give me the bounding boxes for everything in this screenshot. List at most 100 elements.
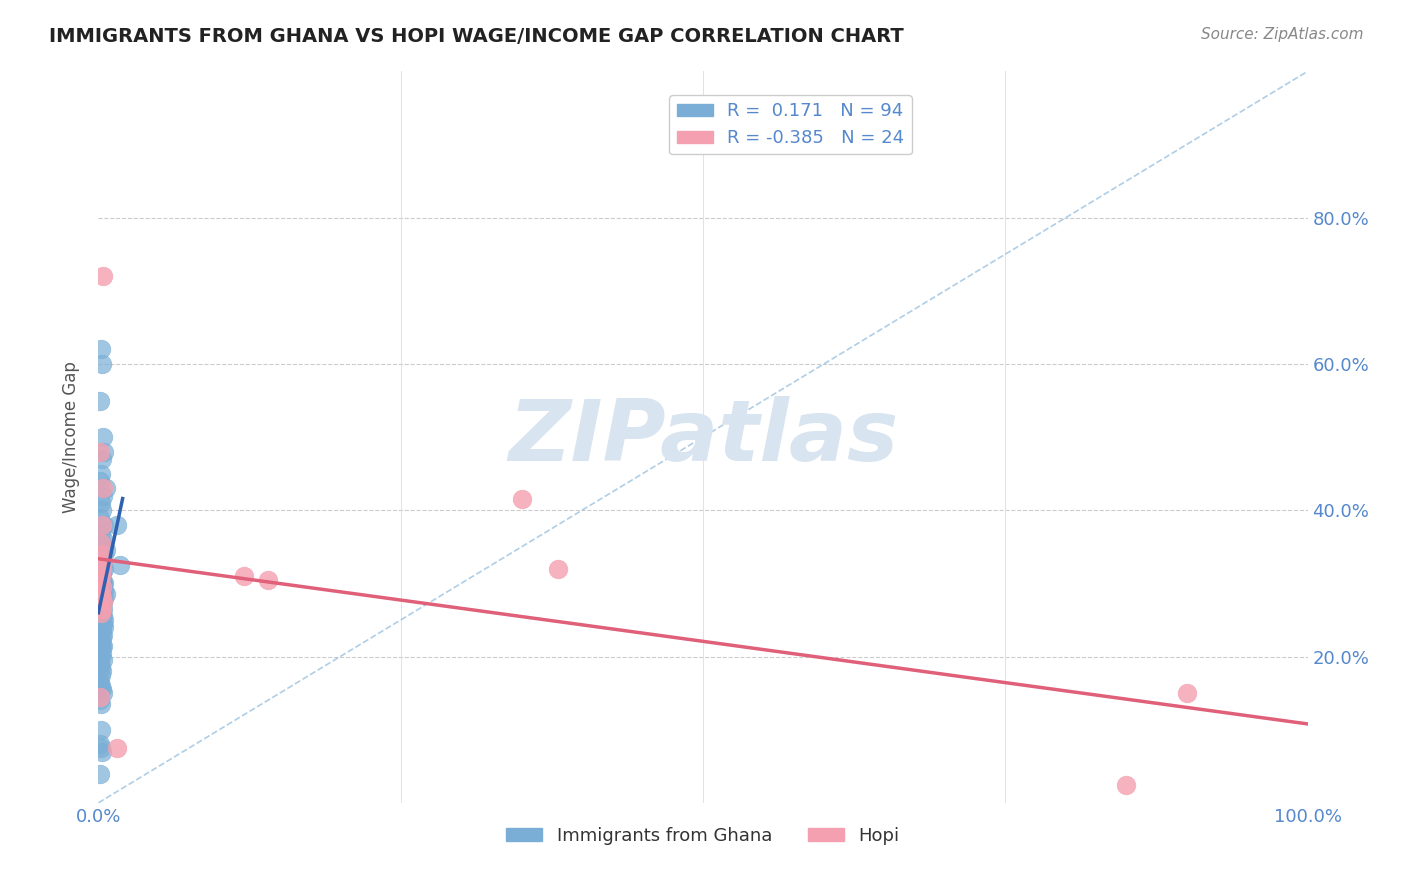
Point [89, 591, 111, 605]
Point [91, 554, 114, 568]
Point [91, 554, 114, 568]
Point [89, 737, 111, 751]
Point [91, 562, 114, 576]
Point [90, 569, 112, 583]
Point [89, 635, 111, 649]
Point [89, 675, 111, 690]
Point [90, 343, 112, 357]
Point [90, 467, 112, 481]
Point [91, 430, 114, 444]
Point [256, 573, 278, 587]
Point [90, 496, 112, 510]
Point [91, 591, 114, 605]
Point [89, 393, 111, 408]
Point [91, 632, 114, 646]
Point [91, 357, 114, 371]
Point [91, 481, 114, 495]
Point [90, 624, 112, 638]
Point [91, 594, 114, 608]
Point [90, 583, 112, 598]
Point [89, 573, 111, 587]
Point [108, 558, 131, 573]
Point [90, 599, 112, 613]
Point [91, 609, 114, 624]
Point [90, 635, 112, 649]
Point [91, 576, 114, 591]
Point [91, 745, 114, 759]
Point [91, 594, 114, 608]
Point [1115, 778, 1137, 792]
Point [89, 766, 111, 780]
Point [89, 580, 111, 594]
Point [91, 536, 114, 550]
Point [91, 602, 114, 616]
Point [91, 517, 114, 532]
Point [91, 580, 114, 594]
Point [93, 591, 115, 605]
Point [94, 481, 117, 495]
Point [91, 533, 114, 547]
Point [91, 686, 114, 700]
Point [89, 554, 111, 568]
Text: IMMIGRANTS FROM GHANA VS HOPI WAGE/INCOME GAP CORRELATION CHART: IMMIGRANTS FROM GHANA VS HOPI WAGE/INCOM… [49, 27, 904, 45]
Point [89, 474, 111, 488]
Point [91, 452, 114, 467]
Point [91, 576, 114, 591]
Point [91, 591, 114, 605]
Point [89, 616, 111, 631]
Point [94, 587, 117, 601]
Point [91, 639, 114, 653]
Point [89, 693, 111, 707]
Point [93, 562, 115, 576]
Point [89, 566, 111, 580]
Point [93, 613, 115, 627]
Point [89, 569, 111, 583]
Text: Source: ZipAtlas.com: Source: ZipAtlas.com [1201, 27, 1364, 42]
Point [91, 627, 114, 641]
Point [90, 667, 112, 681]
Point [89, 690, 111, 704]
Point [91, 580, 114, 594]
Point [93, 517, 115, 532]
Point [91, 566, 114, 580]
Point [93, 620, 115, 634]
Point [91, 573, 114, 587]
Point [90, 536, 112, 550]
Point [90, 573, 112, 587]
Point [90, 606, 112, 620]
Point [90, 550, 112, 565]
Point [91, 682, 114, 697]
Point [1175, 686, 1198, 700]
Point [93, 583, 115, 598]
Point [547, 562, 569, 576]
Point [90, 594, 112, 608]
Point [90, 723, 112, 737]
Point [91, 503, 114, 517]
Point [91, 639, 114, 653]
Point [91, 489, 114, 503]
Point [89, 444, 111, 458]
Point [91, 653, 114, 667]
Point [89, 540, 111, 554]
Text: ZIPatlas: ZIPatlas [508, 395, 898, 479]
Point [90, 569, 112, 583]
Point [91, 606, 114, 620]
Point [90, 569, 112, 583]
Point [89, 606, 111, 620]
Point [91, 613, 114, 627]
Point [90, 649, 112, 664]
Point [89, 569, 111, 583]
Point [91, 646, 114, 660]
Point [89, 657, 111, 671]
Point [91, 576, 114, 591]
Y-axis label: Wage/Income Gap: Wage/Income Gap [62, 361, 80, 513]
Point [89, 646, 111, 660]
Point [90, 609, 112, 624]
Point [91, 269, 114, 284]
Point [90, 587, 112, 601]
Point [93, 444, 115, 458]
Point [91, 624, 114, 638]
Point [90, 525, 112, 540]
Point [91, 664, 114, 678]
Point [89, 627, 111, 641]
